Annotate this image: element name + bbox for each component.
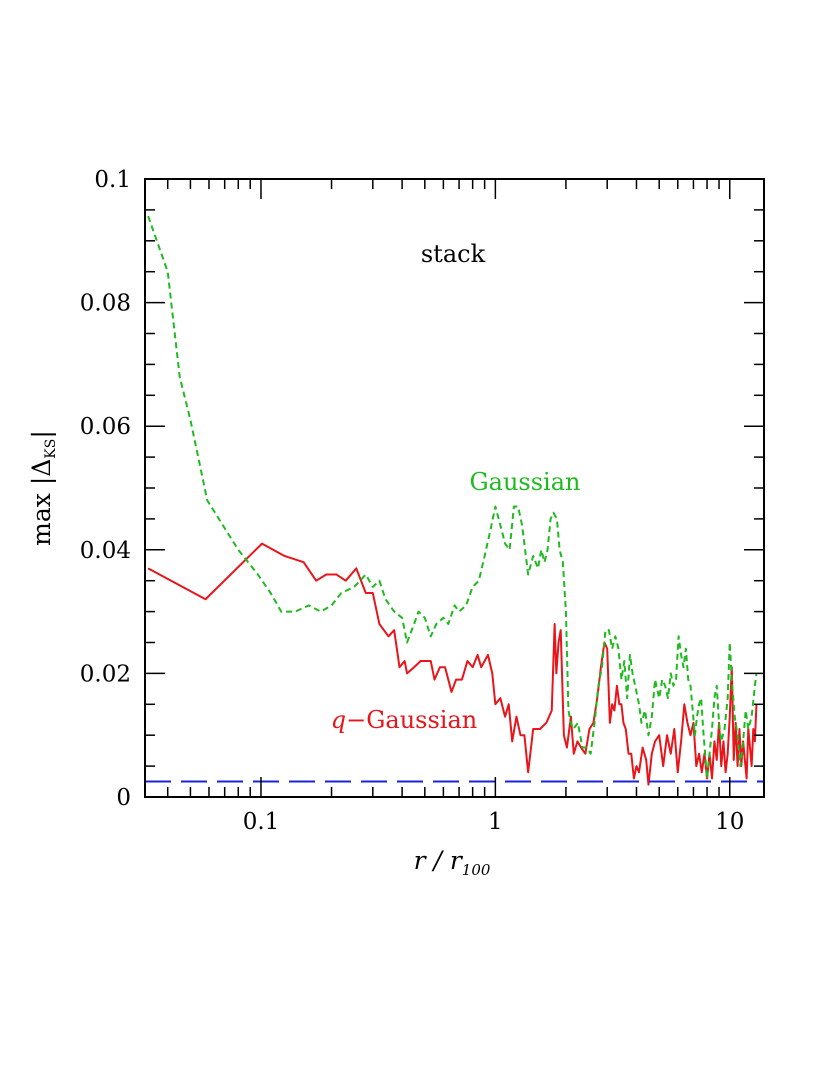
x-axis-label-main: r / r [414, 846, 464, 875]
qgaussian-rest: −Gaussian [346, 706, 477, 734]
gaussian-annotation: Gaussian [469, 468, 580, 496]
ticks-layer [145, 178, 764, 798]
y-axis-label-close: | [27, 430, 57, 438]
series-line-qgaussian [147, 542, 758, 786]
x-axis-label-subscript: 100 [462, 861, 491, 879]
y-tick-label: 0.08 [80, 291, 131, 317]
stack-annotation: stack [421, 240, 486, 268]
y-tick-label: 0.1 [94, 167, 131, 193]
plot-frame [144, 178, 765, 798]
y-tick-label: 0.02 [80, 661, 131, 687]
y-axis-label-main: max |Δ [27, 459, 57, 546]
tick-labels-layer: 0.1 1 10 0 0.02 0.04 0.06 0.08 0.1 [80, 167, 745, 835]
x-tick-label: 10 [715, 809, 744, 835]
y-tick-label: 0.06 [80, 414, 131, 440]
x-axis-label: r / r100 [414, 846, 491, 879]
series-line-gaussian [147, 215, 758, 780]
series-layer [145, 215, 764, 786]
y-tick-label: 0.04 [80, 538, 131, 564]
qgaussian-q: q [331, 706, 346, 734]
y-axis-label: max |ΔKS| [27, 430, 59, 546]
qgaussian-annotation: q−Gaussian [331, 706, 478, 734]
x-tick-label: 0.1 [243, 809, 280, 835]
y-axis-label-subscript: KS [43, 439, 59, 459]
x-tick-label: 1 [488, 809, 503, 835]
y-tick-label: 0 [116, 785, 131, 811]
